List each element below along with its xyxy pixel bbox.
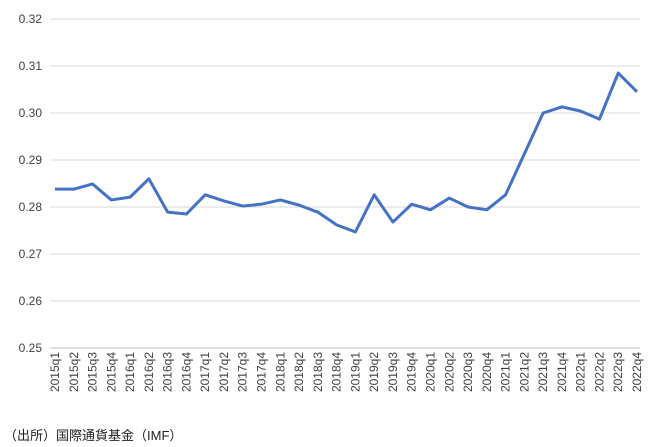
data-line: [55, 71, 639, 234]
x-tick-label: 2016q1: [123, 352, 137, 392]
x-tick-label: 2021q3: [536, 352, 550, 392]
x-tick-label: 2021q1: [499, 352, 513, 392]
x-tick-label: 2016q2: [142, 352, 156, 392]
x-tick-label: 2016q4: [179, 352, 193, 392]
y-tick-label: 0.25: [19, 341, 43, 355]
y-tick-label: 0.26: [19, 294, 43, 308]
x-tick-label: 2016q3: [161, 352, 175, 392]
x-tick-label: 2019q3: [386, 352, 400, 392]
y-tick-label: 0.29: [19, 153, 43, 167]
x-tick-label: 2020q2: [442, 352, 456, 392]
x-tick-label: 2018q3: [311, 352, 325, 392]
x-tick-label: 2018q1: [273, 352, 287, 392]
x-tick-label: 2022q2: [592, 352, 606, 392]
x-tick-label: 2015q4: [104, 352, 118, 392]
x-tick-label: 2022q1: [574, 352, 588, 392]
x-tick-label: 2019q1: [348, 352, 362, 392]
x-tick-label: 2021q4: [555, 352, 569, 392]
x-tick-label: 2019q4: [405, 352, 419, 392]
x-tick-label: 2017q1: [198, 352, 212, 392]
y-tick-label: 0.28: [19, 200, 43, 214]
x-tick-label: 2022q3: [611, 352, 625, 392]
y-tick-label: 0.32: [19, 12, 43, 26]
x-tick-label: 2017q3: [236, 352, 250, 392]
x-tick-label: 2019q2: [367, 352, 381, 392]
x-tick-label: 2015q1: [48, 352, 62, 392]
x-tick-label: 2017q2: [217, 352, 231, 392]
y-tick-label: 0.27: [19, 247, 43, 261]
x-tick-label: 2021q2: [517, 352, 531, 392]
source-note: （出所）国際通貨基金（IMF）: [4, 428, 182, 443]
y-tick-label: 0.31: [19, 59, 43, 73]
x-tick-label: 2017q4: [255, 352, 269, 392]
x-tick-label: 2020q4: [480, 352, 494, 392]
y-tick-label: 0.30: [19, 106, 43, 120]
x-tick-label: 2015q3: [86, 352, 100, 392]
x-tick-label: 2018q2: [292, 352, 306, 392]
x-tick-label: 2020q1: [423, 352, 437, 392]
x-tick-label: 2015q2: [67, 352, 81, 392]
x-tick-label: 2018q4: [330, 352, 344, 392]
x-tick-label: 2020q3: [461, 352, 475, 392]
x-tick-label: 2022q4: [630, 352, 644, 392]
